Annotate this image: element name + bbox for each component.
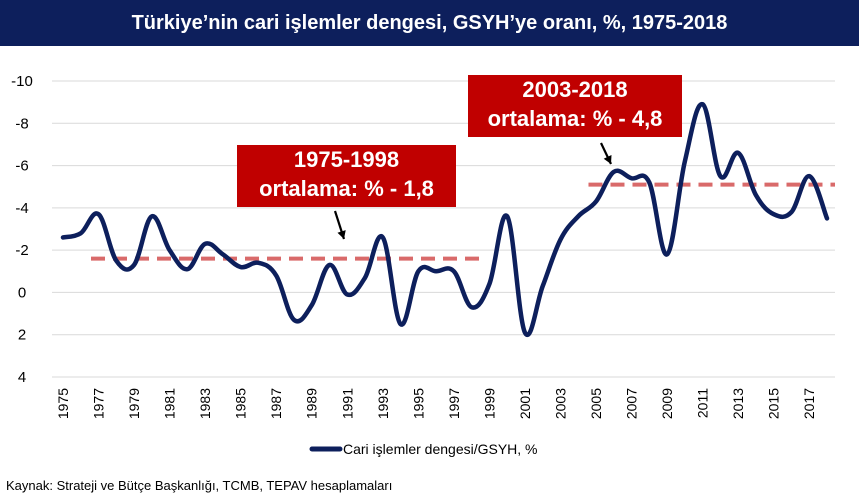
y-tick-label: -2 bbox=[15, 242, 28, 259]
x-tick-label: 2005 bbox=[588, 388, 604, 419]
grid bbox=[52, 80, 835, 378]
x-tick-label: 1981 bbox=[162, 388, 178, 419]
x-tick-label: 2003 bbox=[552, 388, 568, 419]
series-layer bbox=[60, 102, 830, 338]
average-lines bbox=[91, 182, 835, 261]
x-tick-label: 1993 bbox=[375, 388, 391, 419]
annotation-box-2003-2018: 2003-2018 ortalama: % - 4,8 bbox=[468, 75, 682, 137]
x-tick-label: 2007 bbox=[624, 388, 640, 419]
legend-label: Cari işlemler dengesi/GSYH, % bbox=[343, 441, 538, 457]
annotation-arrows bbox=[333, 142, 612, 240]
x-tick-label: 1997 bbox=[446, 388, 462, 419]
x-axis-ticks: 1975 1977 1979 1981 1983 1985 1987 1989 1991 1993… bbox=[55, 388, 817, 419]
annotation-average: ortalama: % - 4,8 bbox=[487, 106, 663, 131]
annotation-period: 2003-2018 bbox=[522, 77, 628, 102]
x-tick-label: 1989 bbox=[304, 388, 320, 419]
y-tick-label: 2 bbox=[18, 327, 26, 344]
x-tick-label: 1995 bbox=[410, 388, 426, 419]
y-tick-label: -6 bbox=[15, 158, 28, 175]
y-tick-label: -10 bbox=[11, 73, 33, 90]
x-tick-label: 1991 bbox=[339, 388, 355, 419]
y-tick-label: -8 bbox=[15, 115, 28, 132]
legend: Cari işlemler dengesi/GSYH, % bbox=[309, 441, 538, 457]
annotation-average: ortalama: % - 1,8 bbox=[259, 176, 434, 201]
series-line bbox=[60, 102, 830, 338]
x-tick-label: 1987 bbox=[268, 388, 284, 419]
arrow-icon bbox=[333, 210, 346, 240]
x-tick-label: 1975 bbox=[55, 388, 71, 419]
x-tick-label: 1983 bbox=[197, 388, 213, 419]
annotation-box-1975-1998: 1975-1998 ortalama: % - 1,8 bbox=[237, 145, 456, 207]
annotation-period: 1975-1998 bbox=[293, 147, 400, 172]
x-tick-label: 1999 bbox=[481, 388, 497, 419]
y-axis-ticks: -10 -8 -6 -4 -2 0 2 4 bbox=[11, 73, 33, 386]
arrow-icon bbox=[600, 142, 612, 165]
source-note: Kaynak: Strateji ve Bütçe Başkanlığı, TC… bbox=[6, 478, 393, 493]
x-tick-label: 2017 bbox=[801, 388, 817, 419]
y-tick-label: -4 bbox=[15, 200, 28, 217]
x-tick-label: 2015 bbox=[766, 388, 782, 419]
x-tick-label: 2011 bbox=[695, 388, 711, 418]
x-tick-label: 1985 bbox=[233, 388, 249, 419]
x-tick-label: 2001 bbox=[517, 388, 533, 419]
x-tick-label: 2013 bbox=[730, 388, 746, 419]
y-tick-label: 4 bbox=[18, 369, 26, 386]
x-tick-label: 1977 bbox=[91, 388, 107, 419]
y-tick-label: 0 bbox=[18, 284, 26, 301]
chart-title: Türkiye’nin cari işlemler dengesi, GSYH’… bbox=[0, 0, 859, 46]
x-tick-label: 1979 bbox=[126, 388, 142, 419]
x-tick-label: 2009 bbox=[659, 388, 675, 419]
